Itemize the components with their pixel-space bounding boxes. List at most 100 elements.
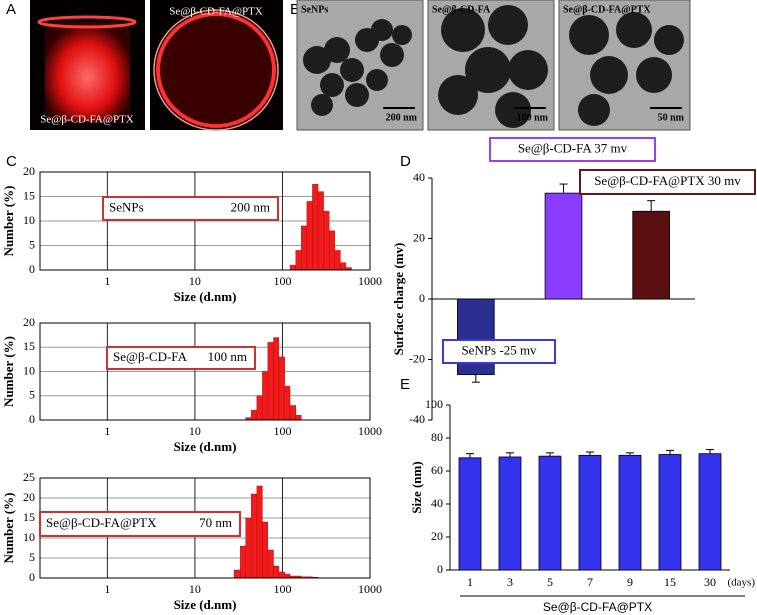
panel-label: D <box>400 153 411 170</box>
y-axis-label: Number (%) <box>1 336 16 407</box>
histogram-bar <box>340 262 347 271</box>
y-tick-label: 10 <box>23 363 35 377</box>
y-axis-label: Size (nm) <box>409 461 424 513</box>
tem-title: Se@β-CD-FA <box>432 4 491 15</box>
y-tick-label: 100 <box>425 397 443 411</box>
x-tick-label: 3 <box>507 575 513 589</box>
tem-title: Se@β-CD-FA@PTX <box>563 4 651 15</box>
tem-images <box>296 0 691 131</box>
histogram-bar <box>329 230 335 271</box>
y-tick-label: 0 <box>29 570 35 584</box>
x-tick-label: 10 <box>189 424 201 438</box>
bar <box>698 453 722 571</box>
legend-box <box>102 196 279 221</box>
x-tick-label: 1 <box>467 575 473 589</box>
particle <box>465 47 511 93</box>
histogram-bar <box>301 225 308 271</box>
y-tick-label: 0 <box>29 412 35 426</box>
histogram-bar <box>295 414 302 421</box>
bar <box>498 456 522 571</box>
particle <box>590 56 628 94</box>
histogram-bar <box>273 565 280 579</box>
bar <box>544 192 583 300</box>
x-tick-label: 1000 <box>358 582 382 596</box>
y-tick-label: 40 <box>413 170 425 184</box>
x-tick-label: 100 <box>273 424 291 438</box>
legend-name: Se@β-CD-FA <box>113 349 188 364</box>
tem-title: SeNPs <box>301 4 328 15</box>
y-tick-label: -40 <box>409 412 425 426</box>
x-tick-label: 10 <box>189 274 201 288</box>
x-tick-label: 7 <box>587 575 593 589</box>
plot-frame <box>39 171 371 271</box>
y-tick-label: 20 <box>23 490 35 504</box>
histogram-bar <box>273 337 280 421</box>
particle <box>345 83 369 107</box>
legend-name: SeNPs <box>109 199 144 214</box>
particle <box>311 94 333 116</box>
histogram-bar <box>306 201 313 271</box>
x-tick-label: 30 <box>704 575 716 589</box>
legend-box <box>39 511 241 537</box>
particle <box>392 25 412 45</box>
x-tick-label: 1 <box>104 582 110 596</box>
x-tick-label: 9 <box>627 575 633 589</box>
particle <box>366 69 388 91</box>
particle <box>303 46 331 74</box>
y-tick-label: 0 <box>419 291 425 305</box>
x-tick-label: 1 <box>104 274 110 288</box>
photo-a1 <box>30 0 145 130</box>
histogram-bar <box>317 191 324 271</box>
y-tick-label: 0 <box>29 262 35 276</box>
particle <box>441 8 485 52</box>
photo-caption: Se@β-CD-FA@PTX <box>169 6 263 18</box>
photo-a2 <box>150 0 283 131</box>
x-axis-label: Size (d.nm) <box>174 597 237 612</box>
photo-caption: Se@β-CD-FA@PTX <box>40 114 134 126</box>
bar <box>658 454 682 571</box>
particle <box>324 37 350 63</box>
panel-label: B <box>290 1 300 18</box>
histogram-bar <box>262 371 268 421</box>
histogram-bar <box>278 356 285 421</box>
annotation-box <box>489 137 656 162</box>
x-tick-label: 100 <box>273 274 291 288</box>
histogram-bar <box>323 210 330 271</box>
annotation: SeNPs -25 mv <box>461 342 537 357</box>
histogram-bar <box>289 405 296 421</box>
y-tick-label: 5 <box>29 550 35 564</box>
histogram-bar <box>240 545 246 579</box>
particle <box>654 25 684 55</box>
histogram-bar <box>251 493 258 579</box>
histogram-bar <box>312 184 319 271</box>
x-unit: (days) <box>728 577 756 589</box>
particle <box>340 58 364 82</box>
legend-size: 100 nm <box>208 349 247 364</box>
y-tick-label: 15 <box>23 188 35 202</box>
y-tick-label: 5 <box>29 237 35 251</box>
histogram-bar <box>284 385 291 421</box>
histogram-bar <box>284 573 291 579</box>
bar <box>458 457 482 571</box>
y-axis-label: Surface charge (mv) <box>391 243 406 356</box>
y-tick-label: 15 <box>23 510 35 524</box>
histogram-bar <box>295 250 302 271</box>
panel-label: E <box>400 376 410 393</box>
y-tick-label: 60 <box>431 463 443 477</box>
tem-scale: 100 nm <box>517 112 549 123</box>
panel-label: A <box>6 1 16 18</box>
y-tick-label: 25 <box>23 470 35 484</box>
y-tick-label: -20 <box>409 351 425 365</box>
annotation: Se@β-CD-FA 37 mv <box>518 140 628 155</box>
particle <box>380 43 404 67</box>
x-tick-label: 10 <box>189 582 201 596</box>
x-tick-label: 5 <box>547 575 553 589</box>
particle <box>508 50 548 90</box>
bar <box>618 454 642 571</box>
y-tick-label: 10 <box>23 530 35 544</box>
y-tick-label: 20 <box>431 529 443 543</box>
annotation: Se@β-CD-FA@PTX 30 mv <box>594 173 741 188</box>
x-tick-label: 1000 <box>358 424 382 438</box>
histogram-bar <box>278 571 285 579</box>
particle <box>320 73 344 97</box>
